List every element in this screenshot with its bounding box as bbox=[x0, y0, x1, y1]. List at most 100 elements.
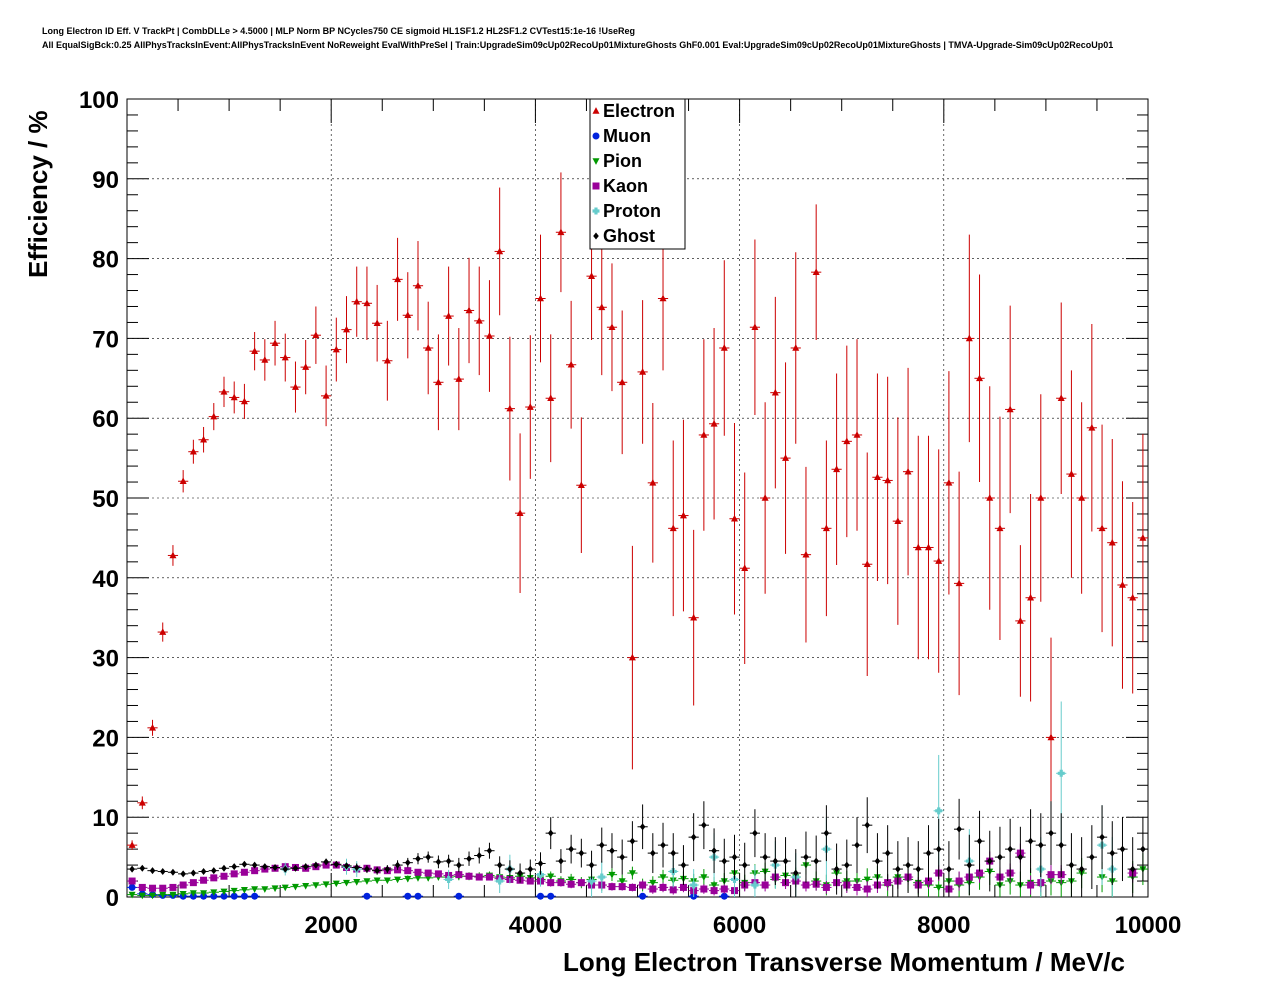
data-point bbox=[169, 551, 177, 559]
legend-marker bbox=[592, 207, 600, 215]
data-point bbox=[241, 860, 248, 868]
legend-label: Proton bbox=[603, 201, 661, 221]
data-point bbox=[639, 892, 647, 900]
data-point bbox=[894, 517, 902, 524]
data-point bbox=[802, 550, 810, 558]
data-point bbox=[578, 849, 585, 857]
data-point bbox=[465, 306, 473, 314]
data-point bbox=[435, 858, 442, 866]
data-point bbox=[863, 885, 871, 893]
data-point bbox=[272, 863, 278, 871]
data-point bbox=[618, 878, 626, 885]
data-point bbox=[721, 857, 728, 865]
data-point bbox=[720, 344, 728, 351]
data-point bbox=[291, 383, 299, 390]
data-point bbox=[189, 447, 197, 455]
data-point bbox=[853, 883, 861, 891]
legend-label: Kaon bbox=[603, 176, 648, 196]
data-point bbox=[557, 228, 565, 236]
data-point bbox=[200, 435, 208, 443]
data-point bbox=[679, 511, 687, 519]
data-point bbox=[261, 886, 269, 893]
data-point bbox=[690, 833, 697, 841]
data-point bbox=[761, 494, 769, 501]
data-point bbox=[506, 404, 514, 412]
data-point bbox=[333, 860, 340, 868]
data-point bbox=[353, 297, 361, 305]
data-point bbox=[445, 875, 453, 883]
data-point bbox=[679, 883, 687, 891]
data-point bbox=[659, 874, 667, 881]
data-point bbox=[895, 865, 901, 873]
data-point bbox=[179, 881, 187, 889]
data-point bbox=[1047, 733, 1055, 741]
legend-label: Electron bbox=[603, 101, 675, 121]
data-point bbox=[159, 884, 167, 892]
data-point bbox=[373, 319, 381, 327]
data-point bbox=[812, 268, 820, 275]
data-point bbox=[863, 560, 871, 568]
data-point bbox=[312, 882, 320, 889]
data-point bbox=[434, 378, 442, 386]
data-point bbox=[240, 887, 248, 894]
data-point bbox=[445, 857, 452, 865]
data-point bbox=[200, 876, 208, 884]
data-point bbox=[568, 845, 574, 853]
legend-entry-pion: Pion bbox=[592, 151, 642, 171]
y-tick-label: 80 bbox=[92, 247, 119, 274]
data-point bbox=[1027, 837, 1034, 845]
data-point bbox=[690, 613, 698, 621]
data-point bbox=[720, 892, 728, 900]
data-point bbox=[884, 879, 892, 887]
x-tick-label: 4000 bbox=[509, 912, 562, 939]
legend-entry-electron: Electron bbox=[592, 101, 675, 121]
data-point bbox=[782, 857, 789, 865]
data-point bbox=[670, 849, 677, 857]
data-point bbox=[1129, 593, 1137, 601]
data-point bbox=[262, 863, 268, 871]
data-point bbox=[711, 847, 717, 855]
data-point bbox=[128, 891, 136, 899]
data-point bbox=[220, 892, 228, 900]
data-point bbox=[1119, 845, 1126, 853]
data-point bbox=[384, 865, 391, 873]
y-tick-label: 40 bbox=[92, 566, 119, 593]
data-point bbox=[802, 881, 810, 889]
data-point bbox=[189, 879, 197, 887]
data-point bbox=[710, 882, 718, 889]
data-point bbox=[220, 388, 228, 395]
data-point bbox=[598, 841, 605, 849]
data-point bbox=[138, 883, 146, 891]
data-point bbox=[363, 299, 371, 307]
data-point bbox=[813, 857, 819, 865]
data-point bbox=[935, 557, 943, 564]
data-point bbox=[618, 883, 626, 891]
data-point bbox=[956, 825, 962, 833]
data-point bbox=[139, 864, 146, 872]
data-point bbox=[537, 294, 545, 302]
data-point bbox=[1017, 853, 1024, 861]
data-point bbox=[455, 892, 463, 900]
legend-entry-proton: Proton bbox=[592, 201, 661, 221]
data-point bbox=[128, 841, 136, 848]
data-point bbox=[149, 723, 157, 731]
data-point bbox=[190, 869, 197, 877]
data-point bbox=[1067, 470, 1075, 477]
data-point bbox=[149, 867, 156, 875]
data-point bbox=[302, 883, 310, 890]
data-point bbox=[302, 363, 310, 370]
data-point bbox=[965, 334, 973, 342]
data-point bbox=[312, 331, 320, 339]
data-point bbox=[455, 375, 463, 382]
data-point bbox=[394, 876, 402, 884]
data-point bbox=[843, 437, 851, 445]
data-point bbox=[353, 863, 360, 871]
data-point bbox=[404, 311, 412, 319]
data-point bbox=[700, 431, 708, 438]
data-point bbox=[230, 393, 238, 401]
data-point bbox=[792, 344, 800, 351]
data-point bbox=[1048, 829, 1054, 837]
data-point bbox=[149, 892, 157, 900]
data-point bbox=[169, 883, 177, 891]
data-point bbox=[210, 867, 217, 875]
